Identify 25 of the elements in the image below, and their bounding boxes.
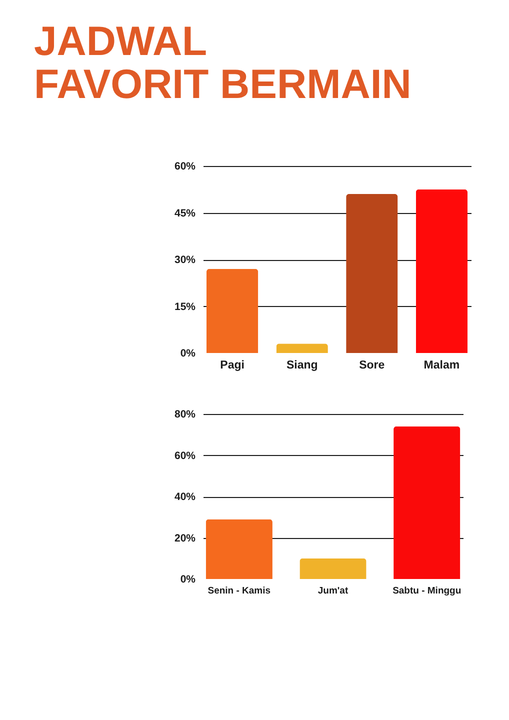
y-tick-label: 60% — [174, 160, 196, 172]
y-tick-label: 60% — [174, 450, 196, 462]
y-tick-label: 20% — [174, 532, 196, 544]
y-tick-label: 15% — [174, 300, 196, 313]
bar — [416, 189, 468, 353]
bar — [206, 268, 258, 353]
y-tick-label: 40% — [174, 491, 196, 503]
bar — [206, 519, 272, 579]
y-tick-label: 45% — [174, 207, 196, 220]
y-tick-label: 0% — [180, 574, 196, 586]
x-tick-label: Sabtu - Minggu — [392, 586, 462, 596]
bar — [276, 344, 328, 353]
y-tick-label: 80% — [174, 408, 196, 420]
y-tick-label: 30% — [174, 254, 196, 266]
x-tick-label: Senin - Kamis — [208, 586, 271, 596]
x-tick-label: Siang — [286, 360, 318, 372]
bar — [300, 558, 366, 579]
x-tick-label: Jum'at — [318, 586, 349, 596]
x-tick-label: Malam — [424, 360, 460, 372]
x-tick-label: Pagi — [220, 360, 244, 372]
chart-title: JADWAL FAVORIT BERMAIN — [34, 18, 412, 107]
x-tick-label: Sore — [359, 360, 385, 372]
bar — [394, 426, 460, 579]
y-tick-label: 0% — [180, 348, 196, 360]
bar — [346, 194, 398, 353]
